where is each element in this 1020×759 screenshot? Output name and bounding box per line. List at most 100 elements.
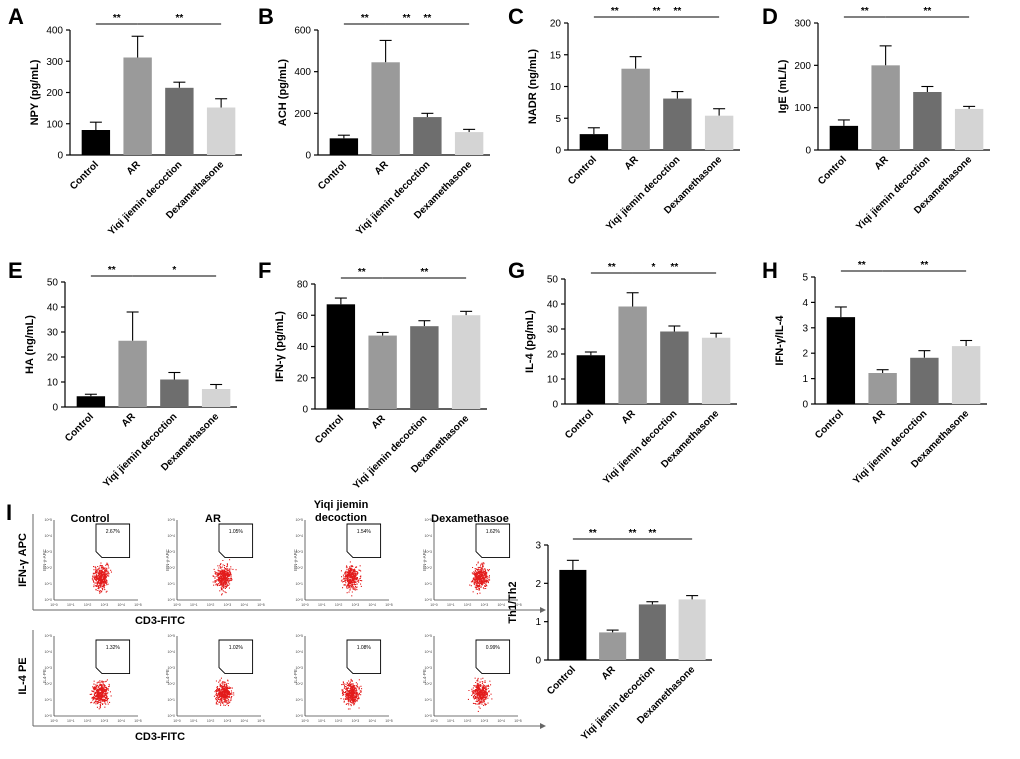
tick-label: 10^0: [301, 603, 309, 607]
x-tick-label: Control: [813, 408, 846, 441]
significance-label: **: [175, 13, 183, 24]
y-tick-label: 50: [47, 278, 59, 289]
bar-1: [579, 134, 609, 150]
flow-plot: 10^010^0 10^1 10^1 10^2 10^2 10^3 10^3 10^4 10^4…: [422, 518, 522, 607]
tick-label: 10^4: [240, 603, 248, 607]
tick-label: 10^5: [168, 634, 176, 638]
gate-percent: 1.54%: [357, 529, 372, 535]
x-tick-label: Yiqi jiemin decoction: [604, 154, 682, 232]
bar-2: [599, 632, 627, 660]
tick-label: 10^4: [168, 650, 176, 654]
tick-label: 10^1: [447, 719, 455, 723]
x-tick-label: Yiqi jiemin decoction: [101, 411, 179, 489]
tick-label: 10^3: [45, 550, 53, 554]
bar-3: [663, 98, 692, 150]
gate-box: [218, 639, 254, 675]
flow-plot: 10^010^0 10^1 10^1 10^2 10^2 10^3 10^3 10^4 10^4…: [42, 634, 142, 723]
tick-label: 10^5: [514, 603, 522, 607]
scatter-points: [340, 561, 363, 597]
flow-row-xlabel: CD3-FITC: [135, 615, 185, 627]
y-tick-label: 200: [294, 109, 311, 120]
x-tick-label: Control: [63, 411, 96, 444]
bar-4: [954, 108, 984, 150]
x-tick-label: Control: [68, 159, 101, 192]
tick-label: 10^0: [173, 719, 181, 723]
tick-label: 10^4: [117, 603, 125, 607]
x-tick-label: AR: [373, 159, 392, 178]
tick-label: 10^3: [101, 603, 109, 607]
tick-label: 10^5: [134, 603, 142, 607]
y-tick-label: 0: [805, 146, 811, 157]
tick-label: 10^1: [447, 603, 455, 607]
tick-label: 10^0: [173, 603, 181, 607]
tick-label: 10^2: [168, 566, 176, 570]
tick-label: 10^1: [190, 603, 198, 607]
panel-letter: G: [508, 258, 525, 283]
y-tick-label: 400: [294, 67, 311, 78]
tick-label: 10^2: [425, 682, 433, 686]
bar-2: [868, 373, 897, 404]
tick-label: 10^5: [134, 719, 142, 723]
gate-percent: 1.05%: [229, 529, 244, 535]
y-tick-label: 3: [535, 541, 541, 552]
bar-2: [123, 57, 152, 155]
bar-2: [621, 68, 650, 150]
tick-label: 10^5: [257, 719, 265, 723]
tick-label: 10^2: [335, 603, 343, 607]
bar-2: [371, 62, 400, 155]
tick-label: 10^2: [464, 719, 472, 723]
plot-small-ylabel: IL4-PE: [293, 669, 298, 683]
y-tick-label: 0: [552, 400, 558, 411]
y-axis-label: ACH (pg/mL): [277, 59, 289, 127]
panel-letter: A: [8, 4, 24, 29]
bar-3: [660, 331, 689, 404]
x-tick-label: Control: [316, 159, 349, 192]
gate-box: [475, 639, 511, 675]
tick-label: 10^5: [168, 518, 176, 522]
scatter-points: [340, 678, 363, 710]
significance-label: **: [113, 13, 121, 24]
x-tick-label: Control: [545, 664, 578, 697]
x-tick-label: Control: [566, 154, 599, 187]
y-axis-label: IgE (mL/L): [777, 59, 789, 113]
y-tick-label: 200: [794, 61, 811, 72]
tick-label: 10^1: [45, 582, 53, 586]
gate-percent: 0.99%: [486, 645, 501, 651]
y-tick-label: 5: [555, 114, 561, 125]
tick-label: 10^0: [45, 598, 53, 602]
y-tick-label: 2: [535, 579, 541, 590]
panel-letter: F: [258, 258, 271, 283]
tick-label: 10^4: [45, 534, 53, 538]
y-tick-label: 30: [547, 325, 559, 336]
y-tick-label: 300: [794, 19, 811, 30]
flow-column-title: AR: [205, 513, 221, 525]
tick-label: 10^3: [352, 719, 360, 723]
bar-2: [871, 65, 900, 150]
tick-label: 10^3: [168, 666, 176, 670]
flow-plot: 10^010^0 10^1 10^1 10^2 10^2 10^3 10^3 10^4 10^4…: [165, 634, 265, 723]
tick-label: 10^5: [45, 518, 53, 522]
y-tick-label: 50: [547, 275, 559, 286]
gate-percent: 1.02%: [229, 645, 244, 651]
bar-4: [206, 107, 236, 155]
scatter-points: [469, 561, 491, 595]
y-tick-label: 10: [550, 82, 562, 93]
gate-box: [218, 523, 254, 559]
tick-label: 10^5: [296, 518, 304, 522]
gate-box: [95, 523, 131, 559]
y-tick-label: 0: [302, 405, 308, 416]
x-tick-label: Control: [816, 154, 849, 187]
x-tick-label: Yiqi jiemin decoction: [851, 408, 929, 486]
x-tick-label: AR: [620, 408, 639, 427]
flow-plot: 10^010^0 10^1 10^1 10^2 10^2 10^3 10^3 10^4 10^4…: [293, 518, 393, 607]
plot-small-ylabel: IFN-γ-APC: [165, 548, 170, 570]
bar-3: [165, 87, 194, 155]
scatter-points: [212, 559, 237, 596]
tick-label: 10^1: [168, 582, 176, 586]
tick-label: 10^4: [240, 719, 248, 723]
y-axis-label: Th1/Th2: [507, 581, 519, 623]
